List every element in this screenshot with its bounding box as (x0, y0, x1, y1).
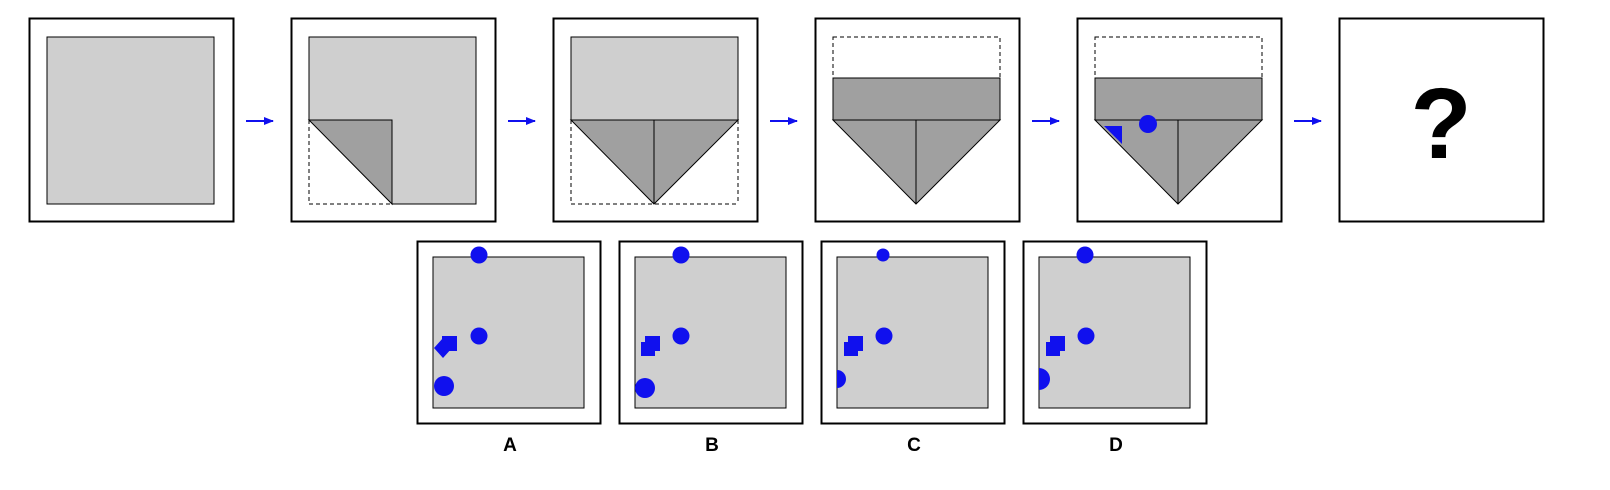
square-hole-marker (1104, 126, 1122, 144)
option-d-label[interactable]: D (1109, 435, 1123, 456)
center-circle (1077, 327, 1095, 345)
option-a-paper (432, 256, 585, 409)
answer-frame (1338, 17, 1545, 223)
diamond-marker (434, 338, 452, 358)
top-edge-circle (470, 246, 488, 264)
square-marker (641, 342, 655, 356)
option-d[interactable] (1022, 240, 1208, 425)
original-outline (308, 120, 392, 205)
step-3-both-corners (552, 17, 759, 223)
option-a[interactable] (416, 240, 602, 425)
folded-strip (832, 77, 1001, 121)
square-marker (844, 342, 858, 356)
option-a-label[interactable]: A (503, 435, 517, 456)
left-edge-circle (837, 370, 846, 388)
step-2-corner-fold (290, 17, 497, 223)
square-marker (1046, 342, 1060, 356)
paper-square (46, 36, 215, 205)
answer-box: ? (1338, 17, 1545, 223)
left-edge-circle (1039, 368, 1050, 390)
question-mark: ? (1410, 68, 1471, 180)
circle-hole-marker (1139, 115, 1157, 133)
center-circle (470, 327, 488, 345)
original-top-outline (832, 36, 1001, 79)
original-top-outline (1094, 36, 1263, 79)
bottom-left-circle (434, 376, 454, 396)
option-c-label[interactable]: C (907, 435, 921, 456)
folded-flap (307, 119, 393, 206)
top-edge-circle (876, 248, 890, 262)
center-circle (672, 327, 690, 345)
center-circle (875, 327, 893, 345)
top-edge-circle (1076, 246, 1094, 264)
option-b-paper (634, 256, 787, 409)
top-edge-circle (672, 246, 690, 264)
option-c[interactable] (820, 240, 1006, 425)
step-4-top-fold (814, 17, 1021, 223)
option-b-label[interactable]: B (705, 435, 719, 456)
step-5-punched (1076, 17, 1283, 223)
folded-strip (1094, 77, 1263, 121)
step-1-unfolded (28, 17, 235, 223)
paper-top (570, 36, 739, 121)
option-d-paper (1038, 256, 1191, 409)
option-c-paper (836, 256, 989, 409)
option-b[interactable] (618, 240, 804, 425)
bottom-left-circle (635, 378, 655, 398)
